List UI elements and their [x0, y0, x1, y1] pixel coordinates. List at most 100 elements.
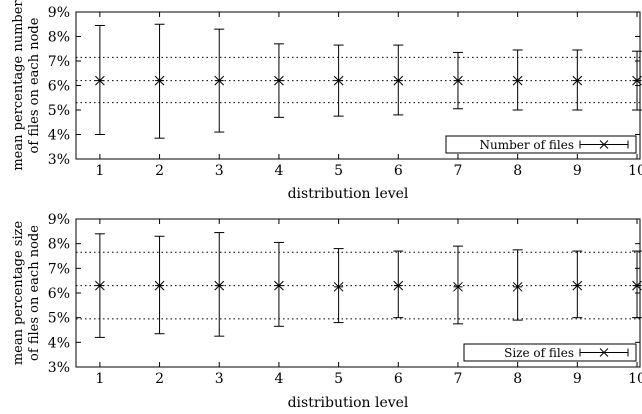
error-bar: [214, 232, 225, 337]
y-axis-label: of files on each node: [27, 225, 42, 361]
x-tick-label: 6: [394, 371, 403, 387]
y-tick-label: 3%: [48, 360, 70, 376]
y-tick-label: 9%: [48, 212, 70, 228]
star-stroke: [333, 75, 344, 86]
error-bar: [512, 49, 523, 111]
x-tick-label: 1: [95, 163, 104, 179]
y-tick-label: 5%: [48, 103, 70, 119]
star-stroke: [632, 75, 642, 86]
x-tick-label: 7: [454, 163, 463, 179]
error-bar: [572, 49, 583, 111]
star-stroke: [572, 75, 583, 86]
x-tick-label: 3: [215, 163, 224, 179]
x-tick-label: 8: [513, 371, 522, 387]
data-point-star: [274, 280, 284, 291]
data-point-star: [453, 75, 463, 86]
star-stroke: [393, 75, 404, 86]
x-tick-label: 8: [513, 163, 522, 179]
error-bar: [94, 24, 105, 135]
error-bar: [154, 235, 165, 335]
error-bar: [273, 43, 284, 118]
y-tick-label: 4%: [48, 128, 70, 144]
error-bar: [393, 250, 404, 319]
y-tick-label: 6%: [48, 286, 70, 302]
x-tick-label: 5: [334, 371, 343, 387]
y-axis-label: mean percentage size: [11, 221, 26, 366]
star-stroke: [453, 75, 463, 86]
data-point-star: [393, 280, 404, 291]
x-tick-label: 1: [95, 371, 104, 387]
star-stroke: [214, 75, 225, 86]
legend-sample-star: [599, 348, 609, 357]
error-bar: [273, 241, 284, 327]
x-axis-label: distribution level: [288, 395, 409, 411]
error-bar: [333, 248, 344, 324]
data-point-star: [333, 281, 344, 292]
y-tick-label: 4%: [48, 335, 70, 351]
data-point-star: [572, 280, 583, 291]
error-bar: [452, 245, 463, 325]
x-tick-label: 9: [573, 163, 582, 179]
star-stroke: [95, 280, 105, 291]
legend-box: [445, 135, 637, 154]
data-point-star: [512, 281, 523, 292]
star-stroke: [632, 280, 642, 291]
error-bar: [572, 250, 583, 319]
star-stroke: [214, 280, 225, 291]
legend-label: Number of files: [479, 138, 574, 152]
x-tick-label: 3: [215, 371, 224, 387]
x-tick-label: 6: [394, 163, 403, 179]
x-tick-label: 4: [274, 163, 283, 179]
star-stroke: [333, 281, 344, 292]
x-tick-label: 4: [274, 371, 283, 387]
error-bar: [512, 249, 523, 321]
star-stroke: [95, 75, 105, 86]
data-point-star: [154, 75, 165, 86]
data-point-star: [154, 280, 165, 291]
x-tick-label: 9: [573, 371, 582, 387]
x-tick-label: 7: [454, 371, 463, 387]
data-point-star: [393, 75, 404, 86]
legend: Size of files: [463, 343, 637, 362]
error-bar: [333, 44, 344, 117]
star-stroke: [512, 75, 523, 86]
star-stroke: [453, 281, 463, 292]
star-stroke: [274, 75, 284, 86]
data-point-star: [453, 281, 463, 292]
y-tick-label: 5%: [48, 311, 70, 327]
x-tick-label: 2: [155, 371, 164, 387]
y-tick-label: 6%: [48, 79, 70, 95]
chart-panel-1: 3% 4% 5% 6% 7% 8% 9% 1 2 3 4 5 6 7 8 9 10 distribution le…: [11, 0, 642, 202]
data-point-star: [333, 75, 344, 86]
data-point-star: [632, 280, 642, 291]
legend-sample-star: [599, 140, 609, 149]
y-tick-label: 8%: [48, 237, 70, 253]
error-bar: [154, 23, 165, 139]
star-stroke: [512, 281, 523, 292]
y-tick-label: 7%: [48, 54, 70, 70]
x-tick-label: 2: [155, 163, 164, 179]
y-tick-label: 9%: [48, 5, 70, 21]
legend-label: Size of files: [504, 346, 574, 360]
error-bar: [214, 28, 225, 133]
star-stroke: [393, 280, 404, 291]
star-stroke: [572, 280, 583, 291]
y-tick-label: 7%: [48, 261, 70, 277]
error-bar: [452, 51, 463, 110]
x-tick-label: 10: [628, 163, 642, 179]
star-stroke: [154, 75, 165, 86]
y-tick-label: 8%: [48, 30, 70, 46]
data-point-star: [572, 75, 583, 86]
x-axis-label: distribution level: [288, 186, 409, 202]
error-bar: [632, 50, 642, 111]
y-axis-label: mean percentage number: [11, 0, 26, 171]
error-bar: [632, 250, 642, 319]
data-point-star: [214, 75, 225, 86]
y-tick-label: 3%: [48, 152, 70, 168]
error-bar: [94, 233, 105, 338]
legend: Number of files: [445, 135, 637, 154]
x-tick-label: 5: [334, 163, 343, 179]
chart-panel-2: 3% 4% 5% 6% 7% 8% 9% 1 2 3 4 5 6 7 8 9 10 distribution le…: [11, 212, 642, 411]
